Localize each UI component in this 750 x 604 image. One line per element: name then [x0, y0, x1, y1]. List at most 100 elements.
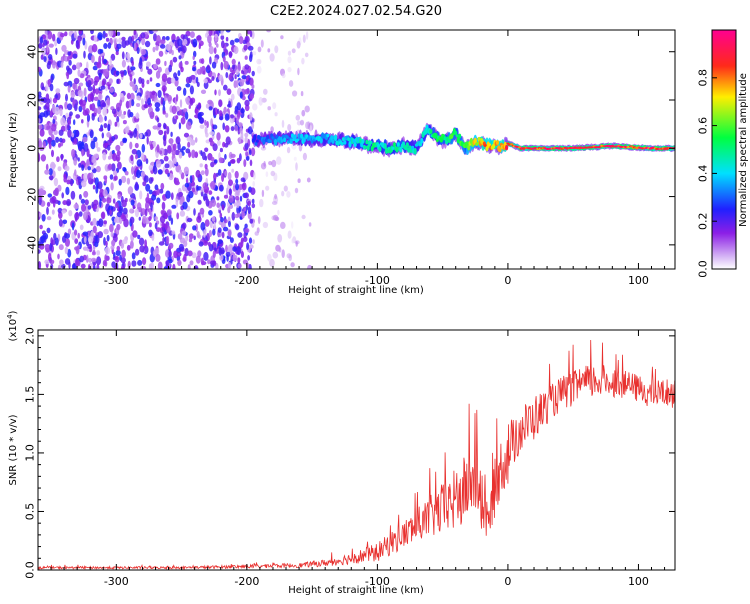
noise-blob: [278, 247, 282, 253]
noise-blob: [193, 235, 196, 241]
noise-blob: [296, 40, 301, 49]
noise-blob: [136, 159, 143, 167]
noise-blob: [130, 199, 135, 206]
noise-blob: [194, 137, 198, 143]
noise-blob: [200, 187, 203, 193]
noise-blob: [214, 89, 217, 96]
noise-blob: [92, 65, 98, 71]
noise-blob: [164, 60, 167, 67]
ridge-cell: [396, 142, 400, 147]
noise-blob: [147, 68, 153, 75]
noise-blob: [38, 153, 41, 162]
noise-blob: [204, 219, 210, 227]
ridge-cell: [302, 136, 306, 143]
noise-blob: [158, 50, 164, 57]
ridge-cell: [268, 139, 272, 144]
noise-blob: [48, 175, 54, 181]
noise-blob: [174, 180, 180, 186]
noise-blob: [248, 237, 253, 244]
x-tick-label: -100: [365, 274, 390, 287]
ridge-cell: [492, 143, 496, 149]
noise-blob: [179, 210, 186, 217]
noise-blob: [114, 39, 117, 48]
noise-blob: [40, 54, 44, 60]
noise-blob: [204, 167, 209, 177]
noise-blob: [110, 182, 114, 191]
noise-blob: [196, 35, 202, 41]
noise-blob: [194, 190, 198, 195]
noise-blob: [243, 159, 247, 168]
noise-blob: [220, 35, 225, 40]
noise-blob: [192, 55, 195, 60]
noise-blob: [211, 216, 216, 222]
noise-blob: [131, 148, 138, 155]
noise-blob: [179, 200, 183, 206]
noise-blob: [51, 195, 57, 204]
noise-blob: [58, 129, 64, 136]
noise-blob: [62, 219, 68, 225]
noise-blob: [97, 181, 103, 190]
noise-blob: [104, 254, 108, 263]
ridge-cell: [405, 142, 409, 148]
noise-blob: [290, 262, 295, 268]
noise-blob: [300, 91, 304, 97]
noise-blob: [77, 69, 81, 77]
noise-blob: [59, 259, 64, 266]
noise-blob: [200, 221, 206, 231]
noise-blob: [237, 127, 241, 135]
noise-blob: [42, 140, 46, 149]
noise-blob: [224, 125, 230, 133]
noise-blob: [199, 207, 205, 215]
ridge-cell: [391, 146, 395, 150]
noise-region-0: [38, 30, 256, 269]
noise-blob: [109, 209, 112, 215]
noise-blob: [234, 170, 239, 179]
x-tick-label: -100: [365, 575, 390, 588]
noise-blob: [272, 251, 279, 259]
noise-blob: [50, 75, 54, 84]
noise-blob: [207, 99, 213, 105]
noise-blob: [259, 198, 264, 208]
noise-blob: [69, 111, 73, 116]
noise-blob: [54, 187, 59, 197]
noise-blob: [183, 132, 190, 138]
noise-blob: [225, 72, 229, 79]
noise-blob: [175, 136, 181, 145]
noise-blob: [64, 246, 69, 255]
noise-blob: [287, 230, 292, 239]
noise-blob: [195, 255, 201, 264]
noise-blob: [109, 223, 114, 233]
noise-blob: [252, 239, 255, 245]
noise-blob: [90, 30, 94, 35]
noise-blob: [198, 43, 201, 50]
noise-blob: [235, 223, 240, 231]
noise-blob: [159, 188, 164, 194]
noise-blob: [118, 178, 122, 186]
noise-blob: [180, 66, 184, 73]
noise-blob: [187, 250, 193, 257]
noise-blob: [56, 156, 60, 163]
noise-blob: [272, 102, 277, 110]
noise-blob: [44, 244, 50, 248]
noise-blob: [87, 93, 92, 103]
noise-blob: [189, 260, 194, 266]
noise-blob: [177, 233, 183, 240]
noise-blob: [249, 78, 254, 86]
noise-blob: [40, 154, 47, 162]
noise-blob: [111, 163, 116, 172]
noise-blob: [286, 191, 291, 198]
noise-blob: [188, 104, 191, 109]
noise-blob: [178, 109, 183, 116]
noise-blob: [172, 56, 178, 63]
noise-blob: [204, 163, 208, 170]
noise-blob: [38, 140, 43, 148]
noise-blob: [235, 79, 239, 88]
noise-blob: [70, 178, 74, 187]
noise-blob: [76, 62, 81, 70]
noise-blob: [235, 69, 239, 76]
noise-blob: [208, 30, 213, 37]
noise-blob: [182, 112, 186, 118]
noise-blob: [220, 217, 224, 223]
noise-blob: [172, 263, 176, 269]
noise-blob: [276, 156, 282, 165]
